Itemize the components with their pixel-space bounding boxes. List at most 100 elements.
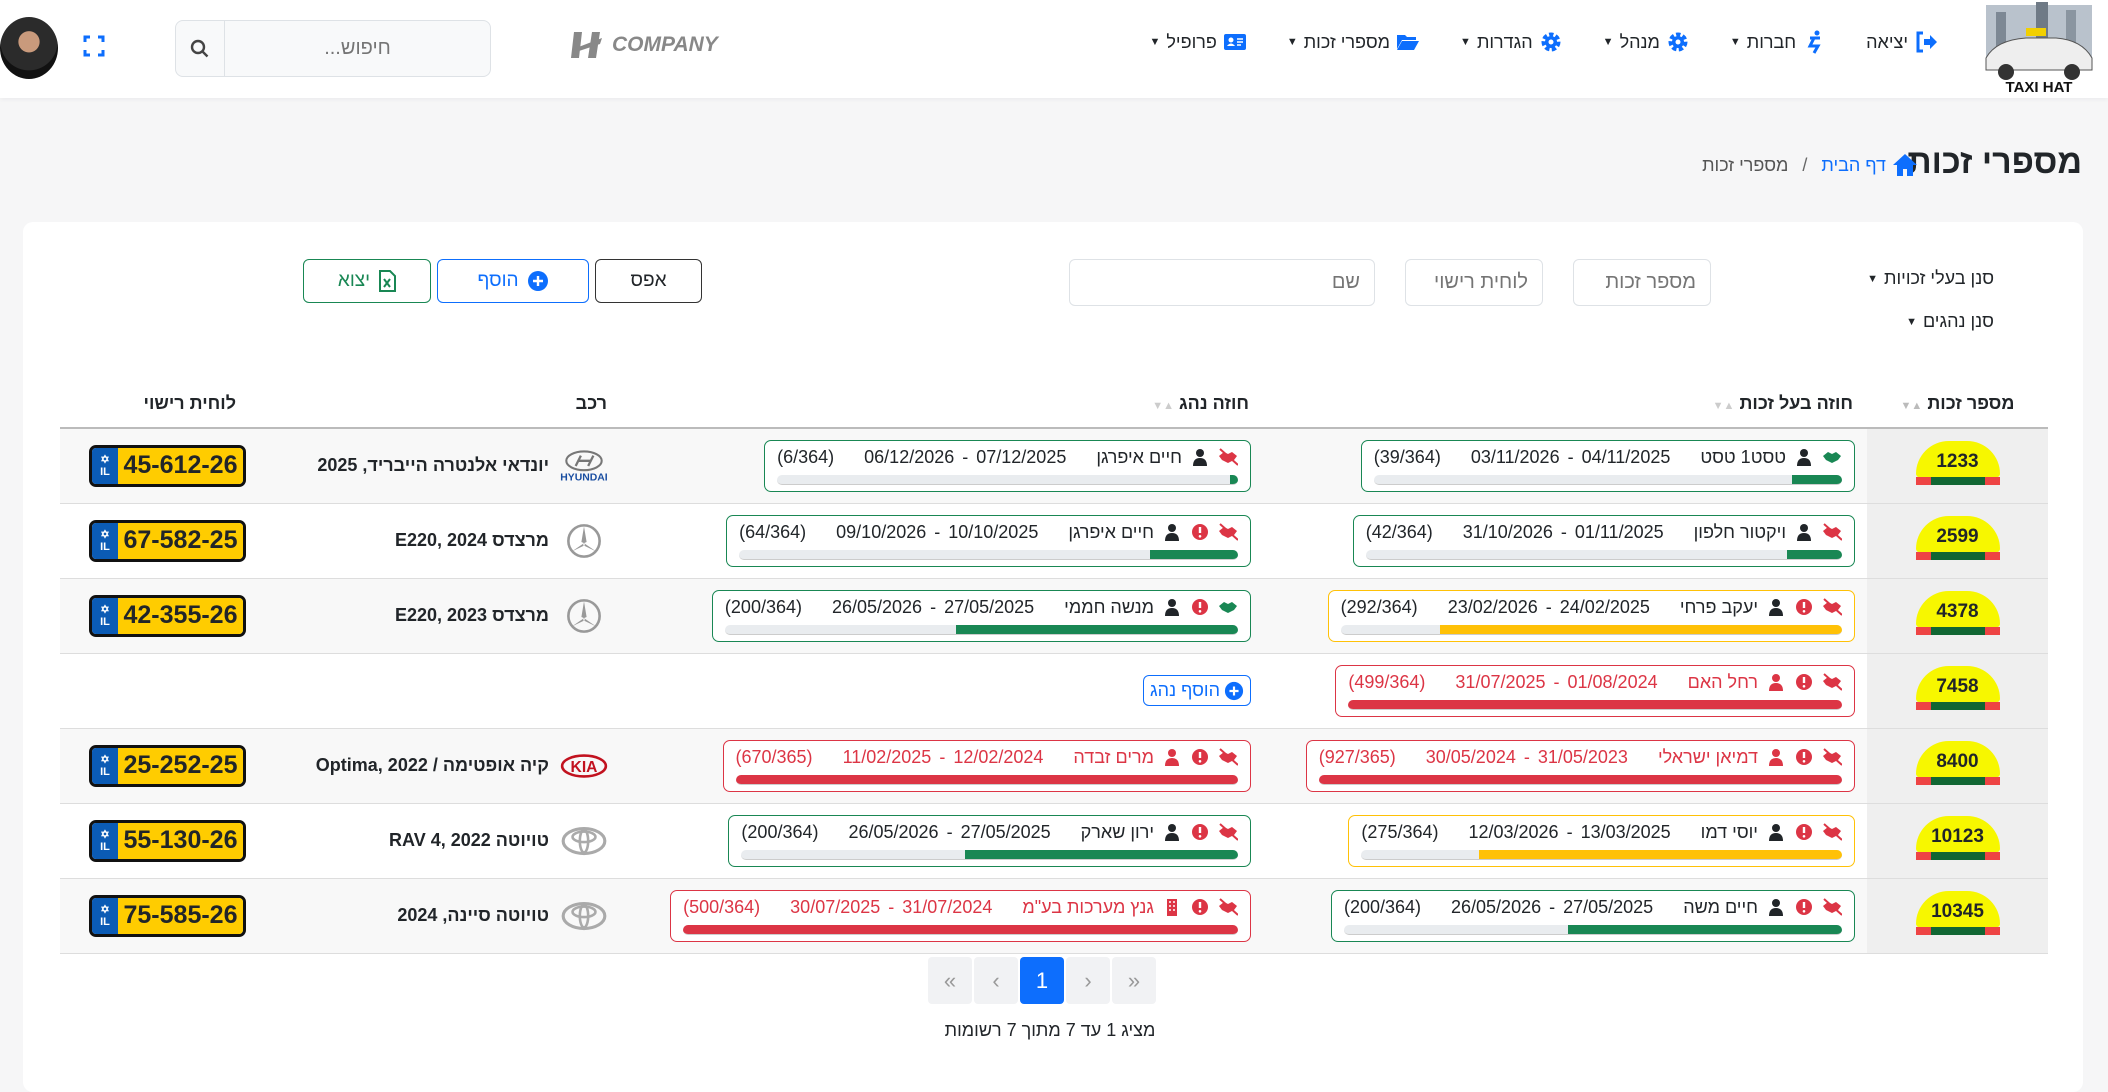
nav-item-2[interactable]: הגדרות ▼ [1460, 30, 1563, 54]
contract-days-counter: (200/364) [1343, 896, 1422, 917]
user-icon [1193, 449, 1207, 467]
handshake-slash-icon [1823, 748, 1842, 766]
company-name: COMPANY [612, 33, 718, 56]
license-number-input[interactable] [1573, 259, 1711, 306]
nav-item-0[interactable]: פרופיל ▼ [1150, 30, 1247, 54]
breadcrumb-home-label: דף הבית [1821, 154, 1886, 175]
nav-item-3[interactable]: מנהל ▼ [1603, 30, 1690, 54]
taxi-dome-badge[interactable]: 4378 [1915, 591, 2000, 635]
owner-contract[interactable]: חיים משה 27/05/2025-26/05/2026 (200/364) [1330, 889, 1855, 942]
last-page-button[interactable]: » [1112, 957, 1156, 1004]
license-plate: ✡ IL 55-130-26 [89, 819, 246, 862]
taxi-dome-badge[interactable]: 1233 [1915, 441, 2000, 486]
driver-contract[interactable]: מרים זבדה 12/02/2024-11/02/2025 (670/365… [722, 739, 1251, 792]
fullscreen-icon[interactable] [82, 34, 106, 58]
license-plate: ✡ IL 42-355-26 [89, 594, 246, 637]
search-button[interactable] [176, 21, 225, 76]
drivers-filter-dropdown[interactable]: סנן נהגים ▼ [1906, 311, 1994, 332]
owner-contract[interactable]: רחל האם 01/08/2024-31/07/2025 (499/364) [1335, 664, 1855, 717]
column-header-number[interactable]: מספר זכות ▲▼ [1867, 380, 2048, 429]
export-button[interactable]: יצוא [303, 259, 431, 303]
mercedes-logo-icon [567, 598, 601, 633]
owner-contract[interactable]: יוסי דמו 13/03/2025-12/03/2026 (275/364) [1348, 814, 1855, 867]
nav-item-4[interactable]: חברות ▼ [1730, 30, 1826, 54]
handshake-slash-icon [1823, 673, 1842, 691]
driver-contract[interactable]: גנץ מערכות בע"מ 31/07/2024-30/07/2025 (5… [670, 889, 1251, 942]
nav-label: יציאה [1866, 31, 1908, 52]
user-icon [1769, 599, 1783, 616]
name-input[interactable] [1069, 259, 1375, 306]
column-header-owner[interactable]: חוזה בעל זכות ▲▼ [1263, 380, 1867, 429]
plate-cell: ✡ IL 67-582-25 [60, 503, 250, 579]
owner-contract[interactable]: יעקב פרחי 24/02/2025-23/02/2026 (292/364… [1327, 589, 1855, 642]
prev-page-button[interactable]: ‹ [974, 957, 1018, 1004]
contract-name: חיים משה [1683, 896, 1758, 917]
taxi-dome-badge[interactable]: 8400 [1915, 741, 2000, 785]
contract-days-counter: (42/364) [1365, 521, 1433, 542]
owner-contract[interactable]: טסט1 טסט 04/11/2025-03/11/2026 (39/364) [1360, 439, 1855, 492]
search-input[interactable] [225, 21, 490, 76]
add-driver-button[interactable]: הוסף נהג [1143, 675, 1251, 706]
contract-days-counter: (292/364) [1340, 596, 1418, 617]
taxi-dome-badge[interactable]: 2599 [1915, 516, 2000, 560]
next-page-button[interactable]: › [1066, 957, 1110, 1004]
plate-input[interactable] [1405, 259, 1543, 306]
contract-days-counter: (200/364) [741, 821, 819, 842]
nav-item-1[interactable]: מספרי זכות ▼ [1287, 30, 1420, 54]
caret-down-icon: ▼ [1460, 36, 1471, 48]
contract-start: 01/11/2025 [1574, 521, 1664, 542]
taxi-dome-badge[interactable]: 10123 [1915, 816, 2000, 860]
il-flag-icon: ✡ IL [92, 897, 118, 934]
owner-contract[interactable]: דמיאן ישראלי 31/05/2023-30/05/2024 (927/… [1305, 739, 1855, 792]
contract-end: 31/07/2025 [1455, 671, 1546, 692]
vehicle-cell [250, 653, 621, 729]
contract-progress-bar [1348, 699, 1842, 710]
driver-contract-cell: חיים איפרגן 07/12/2025-06/12/2026 (6/364… [621, 428, 1263, 504]
contract-progress-bar [1365, 549, 1842, 560]
first-page-button[interactable]: « [928, 957, 972, 1004]
column-header-driver[interactable]: חוזה נהג ▲▼ [621, 380, 1263, 429]
reset-button[interactable]: אפס [595, 259, 702, 303]
driver-contract[interactable]: חיים איפרגן 10/10/2025-09/10/2026 (64/36… [726, 514, 1251, 567]
breadcrumb-home-link[interactable]: דף הבית [1821, 153, 1918, 177]
handshake-slash-icon [1823, 898, 1842, 916]
exclamation-circle-icon [1796, 599, 1812, 615]
contract-end: 11/02/2025 [842, 746, 932, 767]
plate-cell: ✡ IL 75-585-26 [60, 878, 250, 954]
user-avatar[interactable] [0, 17, 58, 79]
plus-circle-icon [1224, 681, 1244, 700]
plate-cell: ✡ IL 55-130-26 [60, 803, 250, 879]
contract-progress-bar [739, 549, 1238, 560]
licenses-table: מספר זכות ▲▼ חוזה בעל זכות ▲▼ חוזה נהג ▲… [60, 380, 2048, 954]
license-plate: ✡ IL 75-585-26 [89, 894, 246, 937]
nav-item-5[interactable]: יציאה [1866, 30, 1938, 54]
taxi-dome-badge[interactable]: 10345 [1915, 891, 2000, 935]
driver-contract[interactable]: מנשה חממי 27/05/2025-26/05/2026 (200/364… [711, 589, 1251, 642]
search-icon [190, 39, 209, 57]
driver-contract-cell: ירון שארק 27/05/2025-26/05/2026 (200/364… [621, 803, 1263, 879]
driver-contract[interactable]: חיים איפרגן 07/12/2025-06/12/2026 (6/364… [764, 439, 1251, 492]
contract-start: 31/07/2024 [902, 896, 993, 917]
taxi-dome-badge[interactable]: 7458 [1915, 666, 2000, 710]
contract-name: מנשה חממי [1064, 596, 1154, 617]
progress-fill [1478, 849, 1842, 859]
user-icon [1797, 449, 1811, 467]
exclamation-circle-icon [1192, 524, 1208, 540]
user-icon [1165, 524, 1179, 541]
owner-contract[interactable]: ויקטור חלפון 01/11/2025-31/10/2026 (42/3… [1352, 514, 1855, 567]
contract-name: רחל האם [1687, 671, 1758, 692]
gear-icon [1668, 32, 1688, 52]
driver-contract-cell: חיים איפרגן 10/10/2025-09/10/2026 (64/36… [621, 503, 1263, 579]
add-button[interactable]: הוסף [437, 259, 589, 303]
driver-contract[interactable]: ירון שארק 27/05/2025-26/05/2026 (200/364… [728, 814, 1251, 867]
sort-icon: ▲▼ [1712, 400, 1735, 412]
table-row: 7458 רחל האם 01/08/2024-31/07/2025 (499/… [60, 653, 2048, 729]
contract-start: 04/11/2025 [1581, 446, 1671, 467]
license-plate: ✡ IL 25-252-25 [89, 744, 246, 787]
handshake-slash-icon [1219, 748, 1238, 766]
contract-end: 06/12/2026 [864, 446, 955, 467]
page-1-button[interactable]: 1 [1020, 957, 1064, 1004]
progress-fill [1318, 774, 1842, 784]
owners-filter-dropdown[interactable]: סנן בעלי זכויות ▼ [1867, 268, 1994, 289]
contract-progress-bar [1361, 849, 1842, 860]
